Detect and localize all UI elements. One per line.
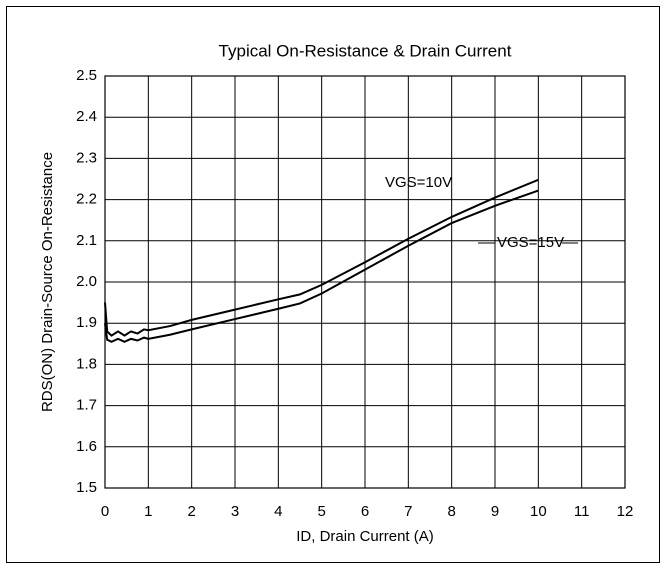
x-axis-label: ID, Drain Current (A) bbox=[296, 528, 434, 545]
chart-title: Typical On-Resistance & Drain Current bbox=[219, 41, 512, 60]
y-tick-label: 1.6 bbox=[76, 438, 97, 455]
y-tick-label: 1.8 bbox=[76, 355, 97, 372]
y-tick-label: 2.2 bbox=[76, 191, 97, 208]
x-tick-label: 2 bbox=[187, 503, 195, 520]
series-label: VGS=10V bbox=[385, 174, 452, 191]
y-tick-label: 2.5 bbox=[76, 67, 97, 84]
y-tick-label: 1.7 bbox=[76, 397, 97, 414]
series-label: VGS=15V bbox=[497, 234, 564, 251]
plot-border bbox=[104, 75, 626, 489]
y-axis-label: RDS(ON) Drain-Source On-Resistance bbox=[39, 152, 56, 412]
x-tick-label: 9 bbox=[491, 503, 499, 520]
x-tick-label: 6 bbox=[361, 503, 369, 520]
x-tick-label: 0 bbox=[101, 503, 109, 520]
y-tick-label: 2.0 bbox=[76, 273, 97, 290]
y-tick-label: 1.9 bbox=[76, 314, 97, 331]
y-tick-label: 2.4 bbox=[76, 108, 97, 125]
y-tick-label: 2.3 bbox=[76, 149, 97, 166]
x-tick-label: 4 bbox=[274, 503, 282, 520]
x-tick-label: 8 bbox=[447, 503, 455, 520]
data-line bbox=[104, 178, 539, 337]
x-tick-label: 10 bbox=[530, 503, 547, 520]
x-tick-label: 5 bbox=[317, 503, 325, 520]
x-tick-label: 12 bbox=[617, 503, 634, 520]
x-tick-label: 7 bbox=[404, 503, 412, 520]
x-tick-label: 1 bbox=[144, 503, 152, 520]
data-line bbox=[104, 189, 539, 343]
x-tick-label: 11 bbox=[574, 503, 590, 520]
y-tick-label: 2.1 bbox=[76, 232, 97, 249]
y-tick-label: 1.5 bbox=[76, 479, 97, 496]
frame bbox=[6, 6, 660, 563]
x-tick-label: 3 bbox=[231, 503, 239, 520]
